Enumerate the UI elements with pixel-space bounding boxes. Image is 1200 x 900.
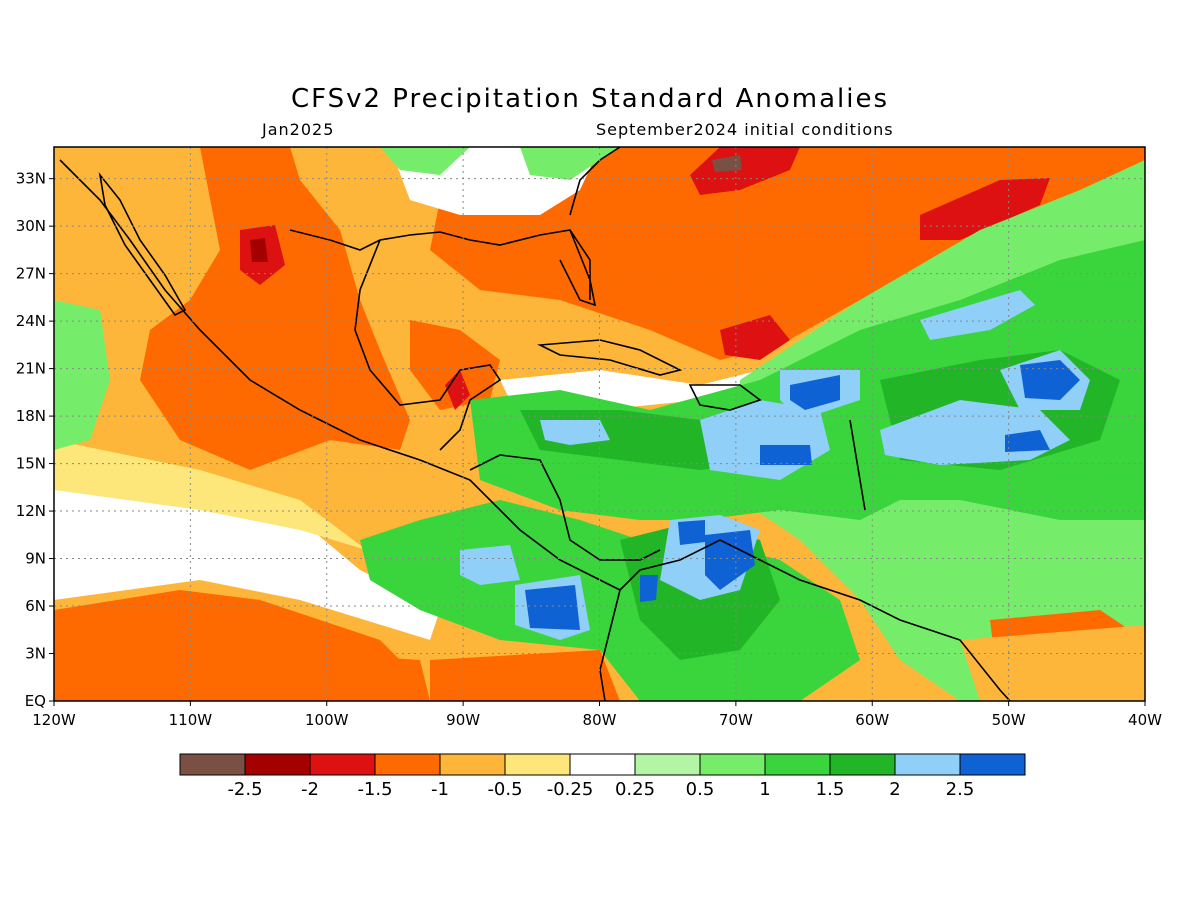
gulf-strong-dry [445, 370, 470, 410]
valid-month-label: Jan2025 [262, 120, 335, 139]
baja-california [98, 172, 187, 317]
lat-label: 27N [16, 265, 46, 283]
lon-label: 40W [1128, 711, 1162, 729]
lon-label: 50W [992, 711, 1026, 729]
light-dry-band-pacific [54, 440, 440, 600]
lat-label: 6N [25, 597, 46, 615]
lat-label: 9N [25, 550, 46, 568]
grid-lines [54, 147, 1145, 701]
florida [559, 229, 597, 307]
colorbar: -2.5 -2 -1.5 -1 -0.5 -0.25 0.25 0.5 1 1.5 2 2.5 [179, 753, 1026, 800]
central-america [469, 454, 661, 561]
colorbar-swatch [829, 753, 896, 776]
neutral-band-east-pacific [54, 480, 440, 640]
colorbar-label: 1 [759, 779, 770, 800]
lat-label: 3N [25, 645, 46, 663]
strong-wet-3 [760, 445, 812, 465]
us-east-coast [569, 146, 621, 216]
strong-wet-2 [790, 375, 840, 410]
west-coast-green [54, 300, 110, 450]
lat-label: 21N [16, 360, 46, 378]
lon-labels: 120W 110W 100W 90W 80W 70W 60W 50W 40W [32, 701, 1162, 729]
caribbean-north-dry [720, 315, 790, 360]
mexico-gulf-coast [354, 239, 502, 451]
strong-wet-7 [678, 520, 705, 545]
colorbar-label: 2.5 [946, 779, 975, 800]
lon-label: 120W [32, 711, 76, 729]
lat-label: 12N [16, 502, 46, 520]
lat-label: EQ [25, 692, 46, 710]
strong-wet-6 [525, 585, 580, 630]
cuba-white-band [500, 310, 900, 410]
colorbar-label: -0.25 [547, 779, 594, 800]
colorbar-swatch [764, 753, 831, 776]
lon-label: 90W [446, 711, 480, 729]
ne-atlantic-strong-dry [920, 178, 1050, 240]
lon-label: 110W [169, 711, 213, 729]
colorbar-label: -2 [301, 779, 319, 800]
gulf-coast [289, 229, 591, 300]
mexico-dry-region [140, 147, 410, 470]
top-atlantic-strong-dry [690, 147, 800, 195]
colorbar-swatch [244, 753, 311, 776]
colorbar-swatch [309, 753, 376, 776]
colorbar-label: -1.5 [357, 779, 392, 800]
us-east-green [520, 147, 620, 180]
south-america-west [599, 589, 621, 702]
colorbar-swatch [439, 753, 506, 776]
strong-wet-8 [640, 575, 658, 602]
anomaly-field [54, 147, 1145, 701]
lat-label: 24N [16, 312, 46, 330]
lon-label: 100W [305, 711, 349, 729]
lat-label: 30N [16, 217, 46, 235]
strong-wet-1 [1020, 360, 1080, 400]
colorbar-swatch [374, 753, 441, 776]
lon-label: 70W [719, 711, 753, 729]
lat-label: 15N [16, 455, 46, 473]
colorbar-swatch [959, 753, 1026, 776]
lon-label: 60W [855, 711, 889, 729]
pacific-dry-stripe [270, 650, 430, 701]
colorbar-label: 1.5 [816, 779, 845, 800]
colorbar-swatch [179, 753, 246, 776]
colorbar-swatch [569, 753, 636, 776]
darkred-spot [250, 238, 268, 262]
hispaniola [688, 384, 762, 411]
lesser-antilles [849, 419, 866, 511]
strong-wet-5 [705, 530, 755, 590]
blue-caribbean-west [540, 420, 610, 445]
blue-pacific [460, 545, 520, 585]
blue-atlantic-4 [920, 290, 1035, 340]
colorbar-label: 0.25 [615, 779, 655, 800]
south-america-north [619, 539, 1011, 702]
lat-label: 33N [16, 170, 46, 188]
initial-conditions-label: September2024 initial conditions [596, 120, 894, 139]
cuba [537, 339, 683, 376]
se-light-patch [960, 625, 1145, 701]
colorbar-swatch [699, 753, 766, 776]
colorbar-label: 2 [889, 779, 900, 800]
colorbar-label: 0.5 [686, 779, 715, 800]
colorbar-label: -2.5 [227, 779, 262, 800]
gulf-dry-patch [410, 320, 500, 410]
mexico-pacific-coast [59, 159, 621, 591]
colorbar-swatch [634, 753, 701, 776]
ecuador-dry [430, 650, 620, 701]
colorbar-label: -1 [431, 779, 449, 800]
us-southeast-green [380, 147, 470, 175]
colorbar-swatch [894, 753, 961, 776]
lat-label: 18N [16, 407, 46, 425]
strong-wet-4 [1005, 430, 1050, 452]
colorbar-label: -0.5 [487, 779, 522, 800]
lat-labels: EQ 3N 6N 9N 12N 15N 18N 21N 24N 27N 30N 33N [16, 170, 54, 710]
very-dry-spot [712, 155, 742, 172]
coastlines [59, 146, 1011, 702]
colorbar-swatch [504, 753, 571, 776]
map-title: CFSv2 Precipitation Standard Anomalies [290, 84, 890, 114]
lon-label: 80W [583, 711, 617, 729]
